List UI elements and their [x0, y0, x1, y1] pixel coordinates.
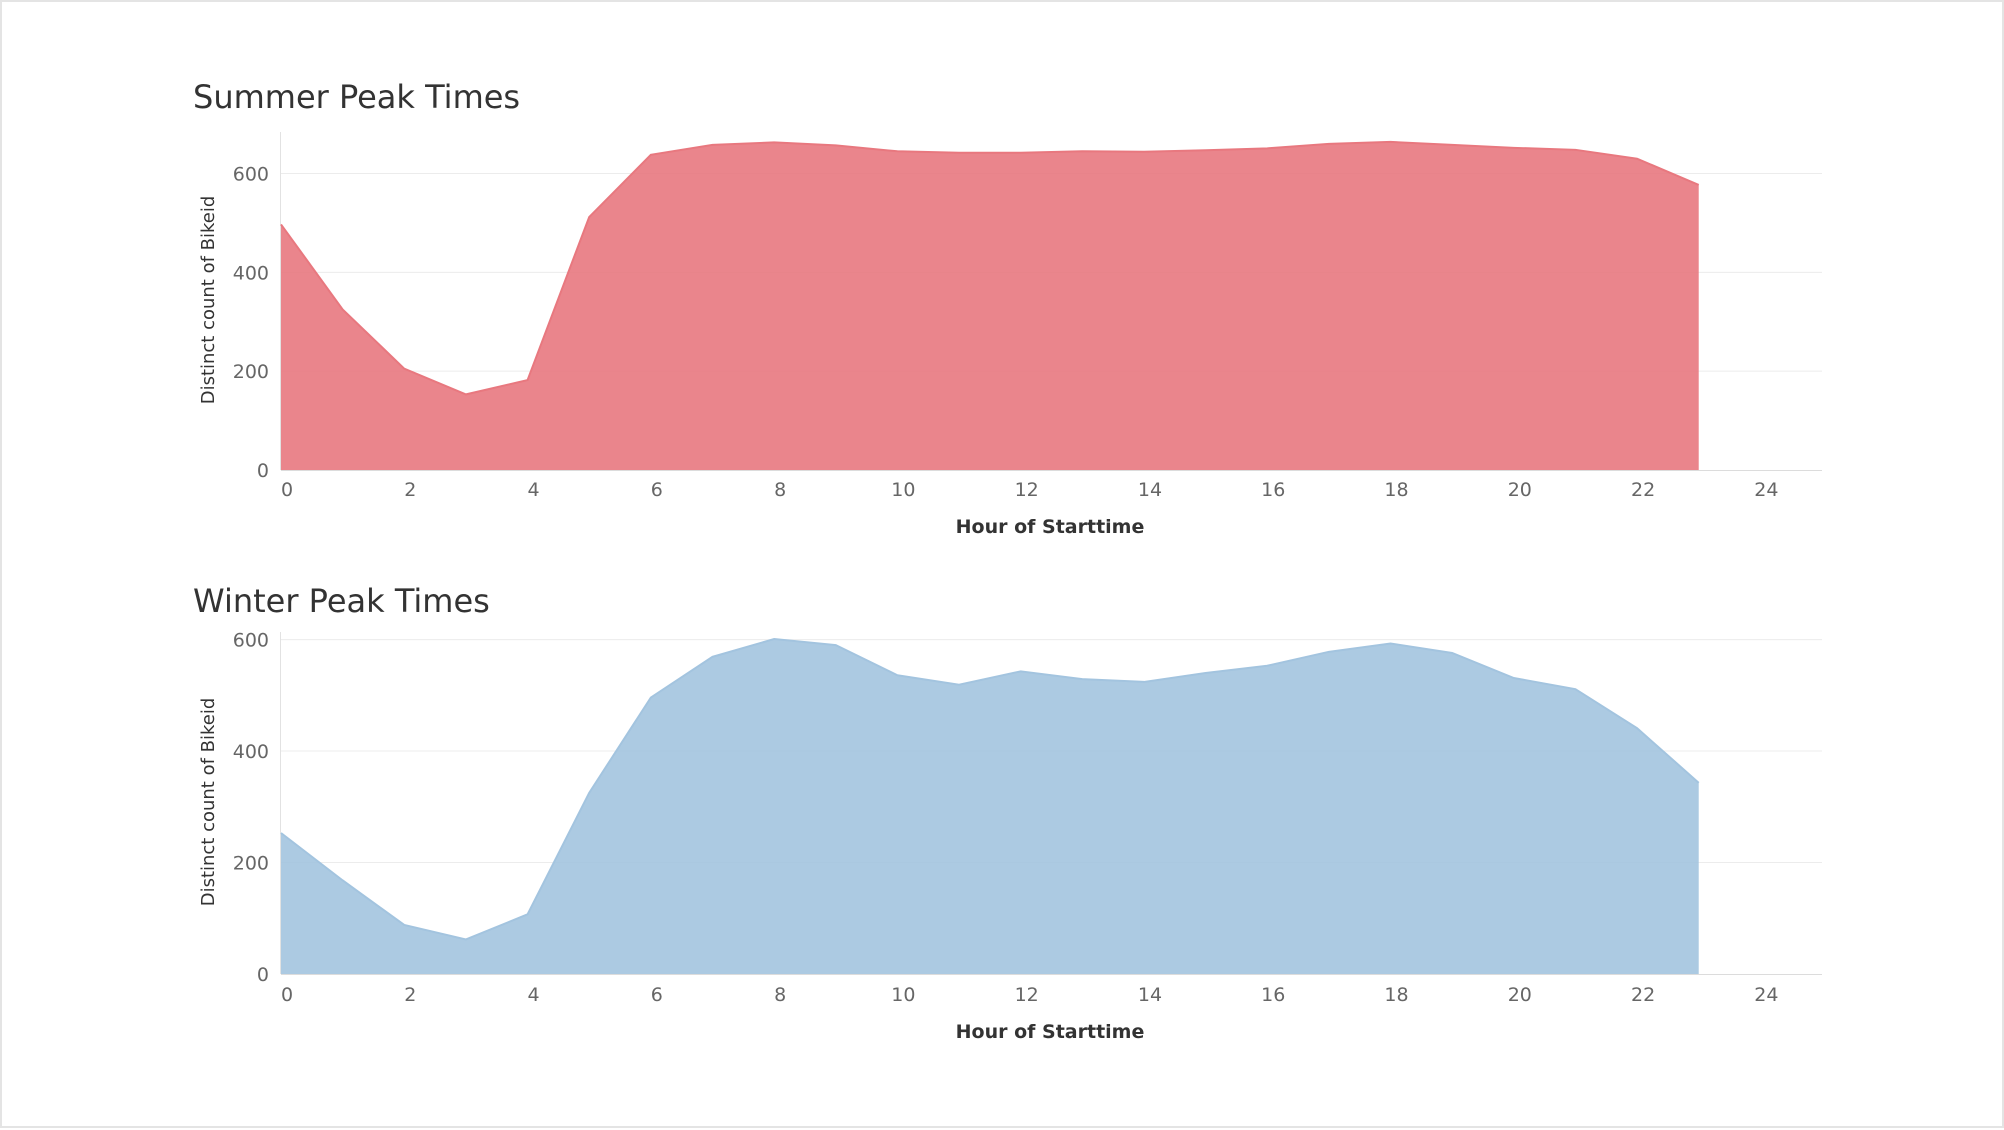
- x-tick-label: 14: [1138, 984, 1162, 1006]
- data-point: [279, 831, 283, 835]
- data-point: [402, 367, 406, 371]
- y-tick-label: 600: [233, 164, 269, 186]
- data-point: [649, 153, 653, 157]
- x-tick-label: 24: [1754, 984, 1778, 1006]
- data-point: [1080, 149, 1084, 153]
- winter-chart-panel: Winter Peak Times 0 200 400 600 0 2 4 6 8 10 12 14 1…: [2, 562, 2004, 1130]
- x-tick-label: 20: [1508, 479, 1532, 501]
- data-point: [1573, 687, 1577, 691]
- x-tick-label: 12: [1015, 984, 1039, 1006]
- data-point: [279, 222, 283, 226]
- x-tick-label: 0: [281, 984, 293, 1006]
- data-point: [895, 673, 899, 677]
- data-point: [1204, 671, 1208, 675]
- data-point: [710, 143, 714, 147]
- data-point: [464, 392, 468, 396]
- x-tick-label: 18: [1384, 984, 1408, 1006]
- data-point: [1142, 680, 1146, 684]
- x-tick-label: 2: [404, 479, 416, 501]
- area-series: [281, 639, 1699, 974]
- x-tick-label: 22: [1631, 984, 1655, 1006]
- x-tick-label: 14: [1138, 479, 1162, 501]
- x-tick-label: 10: [891, 984, 915, 1006]
- data-point: [1450, 651, 1454, 655]
- data-point: [710, 655, 714, 659]
- data-point: [402, 923, 406, 927]
- x-tick-label: 20: [1508, 984, 1532, 1006]
- x-tick-label: 6: [651, 479, 663, 501]
- area-series-outline: [280, 638, 1700, 941]
- x-tick-label: 16: [1261, 984, 1285, 1006]
- data-point: [1512, 146, 1516, 150]
- data-point: [341, 878, 345, 882]
- data-point: [1512, 676, 1516, 680]
- data-point: [1265, 146, 1269, 150]
- y-tick-label: 0: [257, 964, 269, 986]
- x-tick-label: 4: [528, 479, 540, 501]
- x-tick-label: 8: [774, 984, 786, 1006]
- x-tick-label: 22: [1631, 479, 1655, 501]
- data-point: [1389, 140, 1393, 144]
- x-tick-label: 6: [651, 984, 663, 1006]
- data-point: [587, 791, 591, 795]
- y-tick-label: 400: [233, 741, 269, 763]
- data-point: [1265, 664, 1269, 668]
- data-point: [1450, 143, 1454, 147]
- x-tick-label: 24: [1754, 479, 1778, 501]
- data-point: [1697, 781, 1701, 785]
- data-point: [1327, 650, 1331, 654]
- y-tick-label: 400: [233, 262, 269, 284]
- x-tick-label: 10: [891, 479, 915, 501]
- y-axis-title: Distinct count of Bikeid: [198, 196, 219, 405]
- data-point: [1697, 183, 1701, 187]
- data-point: [1635, 157, 1639, 161]
- data-point: [957, 683, 961, 687]
- data-point: [1389, 641, 1393, 645]
- area-series: [281, 141, 1699, 470]
- data-point: [1019, 151, 1023, 155]
- data-point: [957, 151, 961, 155]
- y-tick-label: 600: [233, 630, 269, 652]
- x-tick-label: 8: [774, 479, 786, 501]
- x-tick-label: 0: [281, 479, 293, 501]
- data-point: [1142, 150, 1146, 154]
- chart-title: Winter Peak Times: [193, 582, 490, 620]
- data-point: [649, 696, 653, 700]
- x-tick-label: 2: [404, 984, 416, 1006]
- x-axis-title: Hour of Starttime: [956, 1021, 1145, 1043]
- x-tick-label: 4: [528, 984, 540, 1006]
- data-point: [834, 643, 838, 647]
- y-tick-label: 0: [257, 460, 269, 482]
- x-tick-label: 16: [1261, 479, 1285, 501]
- data-point: [526, 378, 530, 382]
- data-point: [834, 143, 838, 147]
- data-point: [1327, 142, 1331, 146]
- data-point: [1204, 148, 1208, 152]
- data-point: [464, 937, 468, 941]
- data-point: [895, 149, 899, 153]
- x-axis-title: Hour of Starttime: [956, 516, 1145, 538]
- data-point: [341, 307, 345, 311]
- data-point: [526, 912, 530, 916]
- y-tick-label: 200: [233, 853, 269, 875]
- summer-chart-panel: Summer Peak Times 0 200 400 600 0 2 4 6 8 10 12 14 1…: [2, 2, 2004, 562]
- data-point: [1019, 669, 1023, 673]
- x-tick-label: 18: [1384, 479, 1408, 501]
- y-tick-label: 200: [233, 361, 269, 383]
- data-point: [1573, 148, 1577, 152]
- x-tick-label: 12: [1015, 479, 1039, 501]
- data-point: [772, 637, 776, 641]
- data-point: [772, 140, 776, 144]
- data-point: [1635, 726, 1639, 730]
- data-point: [587, 215, 591, 219]
- area-series-outline: [280, 140, 1700, 396]
- data-point: [1080, 677, 1084, 681]
- chart-title: Summer Peak Times: [193, 78, 521, 116]
- y-axis-title: Distinct count of Bikeid: [198, 698, 219, 907]
